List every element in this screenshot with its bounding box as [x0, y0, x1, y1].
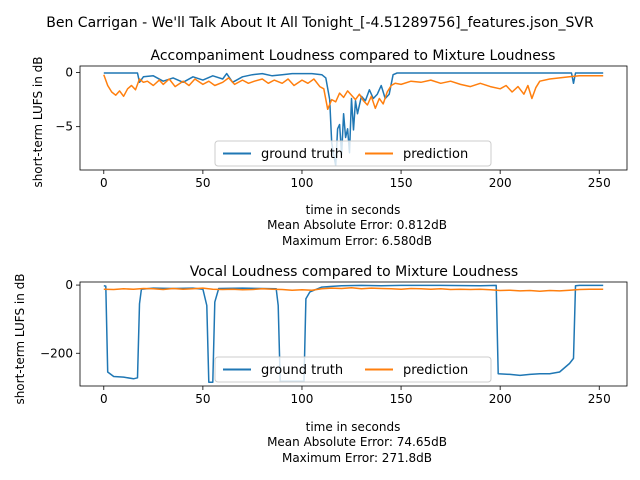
- y-axis-label: short-term LUFS in dB: [31, 56, 45, 187]
- maximum-error: Maximum Error: 6.580dB: [282, 234, 432, 248]
- x-tick-label: 100: [291, 176, 314, 190]
- x-tick-label: 0: [100, 176, 108, 190]
- axes-frame: [79, 281, 628, 387]
- plot-area: 0 50 100 150 200 250 0 −200: [40, 278, 628, 406]
- y-tick-label: −5: [55, 120, 73, 134]
- plot-area: 0 50 100 150 200 250 0 −5: [55, 65, 628, 190]
- legend: ground truth prediction: [214, 356, 492, 383]
- vocal-chart: Vocal Loudness compared to Mixture Loudn…: [13, 264, 628, 465]
- y-tick-label: 0: [65, 66, 73, 80]
- maximum-error: Maximum Error: 271.8dB: [282, 451, 432, 465]
- legend-label-prediction: prediction: [403, 147, 468, 162]
- legend-label-prediction: prediction: [403, 363, 468, 378]
- legend-label-ground-truth: ground truth: [261, 363, 343, 378]
- x-tick-label: 200: [489, 176, 512, 190]
- y-tick-label: −200: [40, 346, 73, 360]
- mean-absolute-error: Mean Absolute Error: 0.812dB: [267, 218, 447, 232]
- x-tick-label: 250: [588, 176, 611, 190]
- y-axis-label: short-term LUFS in dB: [13, 273, 27, 404]
- series-line-prediction: [103, 74, 604, 111]
- x-tick-label: 150: [390, 176, 413, 190]
- figure-suptitle: Ben Carrigan - We'll Talk About It All T…: [46, 15, 594, 31]
- x-tick-label: 50: [195, 176, 210, 190]
- mean-absolute-error: Mean Absolute Error: 74.65dB: [267, 435, 447, 449]
- x-tick-label: 250: [588, 392, 611, 406]
- axes-frame: [79, 65, 628, 171]
- legend-label-ground-truth: ground truth: [261, 147, 343, 162]
- y-tick-label: 0: [65, 278, 73, 292]
- x-axis-label: time in seconds: [306, 203, 401, 217]
- x-tick-label: 0: [100, 392, 108, 406]
- x-tick-label: 100: [291, 392, 314, 406]
- legend-box: [214, 356, 492, 383]
- x-tick-label: 50: [195, 392, 210, 406]
- legend-box: [214, 140, 492, 167]
- x-tick-label: 200: [489, 392, 512, 406]
- series-line-prediction: [103, 287, 604, 292]
- legend: ground truth prediction: [214, 140, 492, 167]
- chart-title: Vocal Loudness compared to Mixture Loudn…: [190, 264, 518, 280]
- x-axis-label: time in seconds: [306, 420, 401, 434]
- chart-title: Accompaniment Loudness compared to Mixtu…: [151, 48, 556, 64]
- accompaniment-chart: Accompaniment Loudness compared to Mixtu…: [31, 48, 628, 248]
- x-tick-label: 150: [390, 392, 413, 406]
